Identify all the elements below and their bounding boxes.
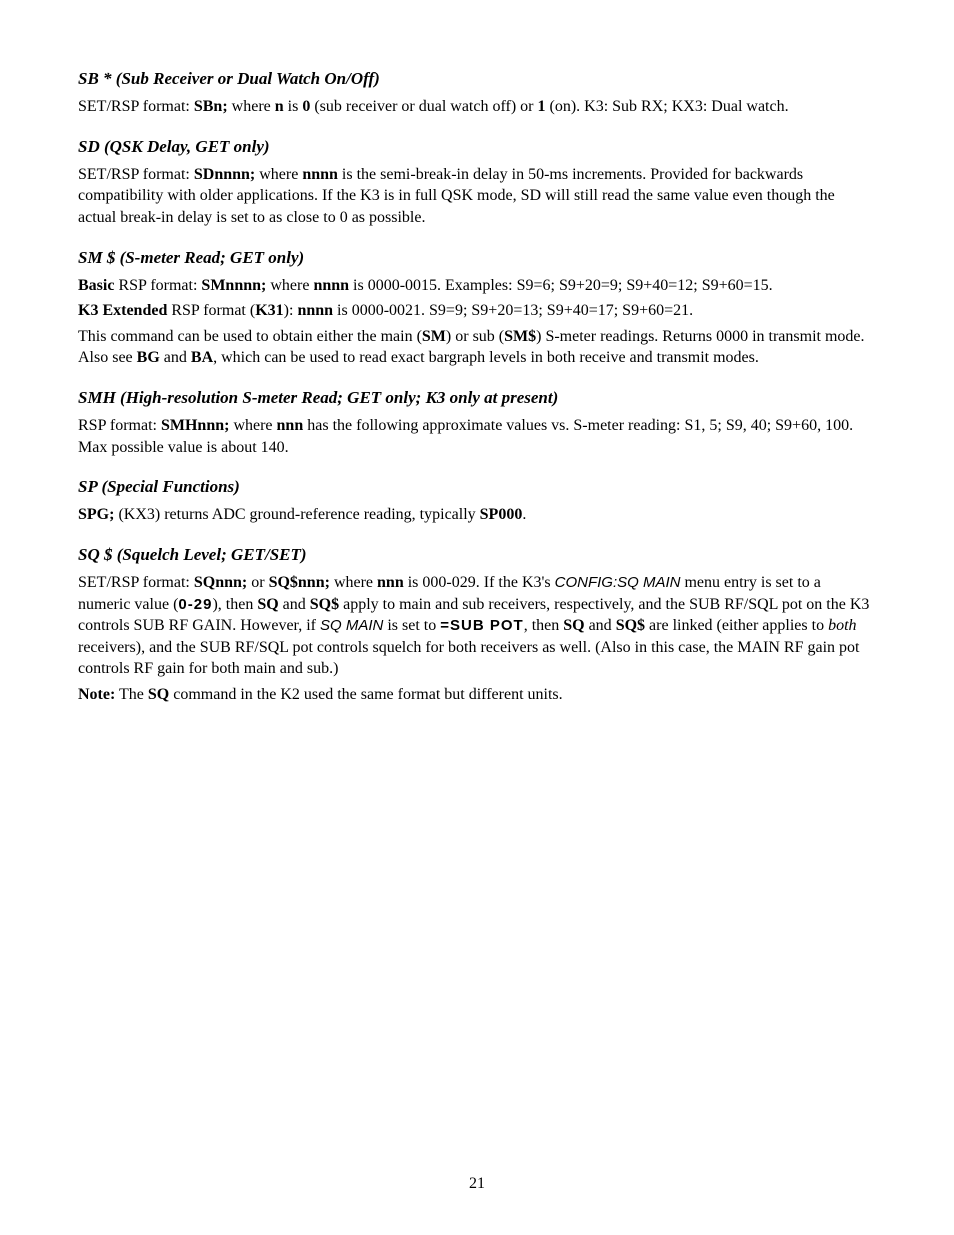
text-bold: SQ: [563, 617, 584, 634]
text-bold: n: [275, 98, 284, 115]
section-heading-sp: SP (Special Functions): [78, 476, 876, 498]
text-bold: SMnnnn;: [201, 277, 266, 294]
section-heading-smh: SMH (High-resolution S-meter Read; GET o…: [78, 387, 876, 409]
text: ) or sub (: [446, 328, 504, 345]
section-smh: SMH (High-resolution S-meter Read; GET o…: [78, 387, 876, 458]
text-bold: nnn: [277, 417, 304, 434]
text: where: [255, 166, 302, 183]
text-italic: both: [828, 617, 856, 634]
text: (KX3) returns ADC ground-reference readi…: [114, 506, 479, 523]
text: RSP format (: [167, 302, 255, 319]
smh-paragraph: RSP format: SMHnnn; where nnn has the fo…: [78, 415, 876, 458]
section-sm: SM $ (S-meter Read; GET only) Basic RSP …: [78, 247, 876, 369]
text: where: [228, 98, 275, 115]
text-bold: BG: [137, 349, 160, 366]
text: , then: [524, 617, 564, 634]
sm-paragraph-3: This command can be used to obtain eithe…: [78, 326, 876, 369]
text-bold: SBn;: [194, 98, 228, 115]
text-bold: 1: [538, 98, 546, 115]
menu-text: SQ MAIN: [320, 617, 383, 634]
document-page: SB * (Sub Receiver or Dual Watch On/Off)…: [0, 0, 954, 1235]
text: is 000-029. If the K3's: [404, 574, 555, 591]
text-bold: SQnnn;: [194, 574, 247, 591]
text-bold: BA: [191, 349, 213, 366]
text: ), then: [212, 596, 257, 613]
text-bold: nnn: [377, 574, 404, 591]
text: (on). K3: Sub RX; KX3: Dual watch.: [546, 98, 789, 115]
text-bold: SP000: [480, 506, 523, 523]
text: where: [229, 417, 276, 434]
section-sq: SQ $ (Squelch Level; GET/SET) SET/RSP fo…: [78, 544, 876, 706]
section-heading-sm: SM $ (S-meter Read; GET only): [78, 247, 876, 269]
sb-paragraph: SET/RSP format: SBn; where n is 0 (sub r…: [78, 96, 876, 118]
text: is set to: [383, 617, 440, 634]
lcd-text: =SUB POT: [440, 617, 523, 634]
text: RSP format:: [78, 417, 161, 434]
text: where: [266, 277, 313, 294]
text: SET/RSP format:: [78, 98, 194, 115]
sq-paragraph-2: Note: The SQ command in the K2 used the …: [78, 684, 876, 706]
page-number: 21: [0, 1175, 954, 1193]
text-bold: nnnn: [302, 166, 338, 183]
sd-paragraph: SET/RSP format: SDnnnn; where nnnn is th…: [78, 164, 876, 229]
text-bold: K31: [255, 302, 283, 319]
text-bold: SQ: [148, 686, 169, 703]
text-bold: SM: [422, 328, 446, 345]
text-bold: K3 Extended: [78, 302, 167, 319]
text: , which can be used to read exact bargra…: [213, 349, 759, 366]
text: is: [284, 98, 303, 115]
section-heading-sd: SD (QSK Delay, GET only): [78, 136, 876, 158]
text: (sub receiver or dual watch off) or: [310, 98, 537, 115]
text: or: [247, 574, 268, 591]
text: are linked (either applies to: [645, 617, 828, 634]
text: is 0000-0015. Examples: S9=6; S9+20=9; S…: [349, 277, 773, 294]
text: and: [160, 349, 191, 366]
section-sd: SD (QSK Delay, GET only) SET/RSP format:…: [78, 136, 876, 229]
text: The: [115, 686, 148, 703]
text: command in the K2 used the same format b…: [169, 686, 562, 703]
text: is 0000-0021. S9=9; S9+20=13; S9+40=17; …: [333, 302, 693, 319]
text-bold: SQ$: [310, 596, 339, 613]
sm-paragraph-2: K3 Extended RSP format (K31): nnnn is 00…: [78, 300, 876, 322]
text-bold: Basic: [78, 277, 114, 294]
sm-paragraph-1: Basic RSP format: SMnnnn; where nnnn is …: [78, 275, 876, 297]
sq-paragraph-1: SET/RSP format: SQnnn; or SQ$nnn; where …: [78, 572, 876, 680]
text: receivers), and the SUB RF/SQL pot contr…: [78, 639, 859, 678]
section-heading-sb: SB * (Sub Receiver or Dual Watch On/Off): [78, 68, 876, 90]
text: and: [585, 617, 616, 634]
text: SET/RSP format:: [78, 166, 194, 183]
lcd-text: 0-29: [178, 596, 212, 613]
text-bold: SM$: [504, 328, 536, 345]
text: ):: [284, 302, 298, 319]
text-bold: SQ$: [616, 617, 645, 634]
text: This command can be used to obtain eithe…: [78, 328, 422, 345]
menu-text: CONFIG:SQ MAIN: [555, 574, 681, 591]
section-heading-sq: SQ $ (Squelch Level; GET/SET): [78, 544, 876, 566]
text: .: [522, 506, 526, 523]
text-bold: SPG;: [78, 506, 114, 523]
text-bold: Note:: [78, 686, 115, 703]
text-bold: SDnnnn;: [194, 166, 255, 183]
text-bold: SMHnnn;: [161, 417, 229, 434]
section-sb: SB * (Sub Receiver or Dual Watch On/Off)…: [78, 68, 876, 118]
text: where: [330, 574, 377, 591]
text-bold: nnnn: [297, 302, 333, 319]
text-bold: SQ: [257, 596, 278, 613]
text-bold: nnnn: [313, 277, 349, 294]
text: and: [279, 596, 310, 613]
sp-paragraph: SPG; (KX3) returns ADC ground-reference …: [78, 504, 876, 526]
text: SET/RSP format:: [78, 574, 194, 591]
section-sp: SP (Special Functions) SPG; (KX3) return…: [78, 476, 876, 526]
text-bold: SQ$nnn;: [269, 574, 330, 591]
text: RSP format:: [114, 277, 201, 294]
